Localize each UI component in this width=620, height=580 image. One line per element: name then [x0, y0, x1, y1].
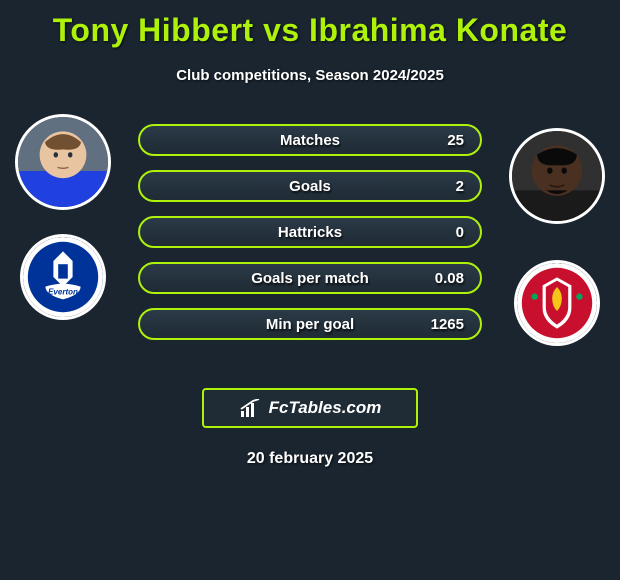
date-text: 20 february 2025 [0, 450, 620, 468]
stat-value-right: 0 [456, 224, 464, 241]
everton-badge-icon: Everton [23, 237, 103, 317]
left-column: Everton [8, 114, 118, 320]
stat-bar-hattricks: Hattricks 0 [138, 216, 482, 248]
chart-icon [239, 399, 263, 417]
player1-name: Tony Hibbert [53, 12, 254, 48]
right-column [502, 128, 612, 346]
branding-box: FcTables.com [202, 388, 418, 428]
stat-value-right: 0.08 [435, 270, 464, 287]
stat-label: Goals per match [251, 270, 369, 287]
stat-bar-goals-per-match: Goals per match 0.08 [138, 262, 482, 294]
stat-bars: Matches 25 Goals 2 Hattricks 0 Goals per… [138, 124, 482, 340]
branding-text: FcTables.com [269, 398, 382, 418]
stat-bar-matches: Matches 25 [138, 124, 482, 156]
player1-avatar [15, 114, 111, 210]
stat-bar-goals: Goals 2 [138, 170, 482, 202]
stat-label: Hattricks [278, 224, 342, 241]
vs-text: vs [263, 12, 300, 48]
stat-bar-min-per-goal: Min per goal 1265 [138, 308, 482, 340]
stat-value-right: 25 [447, 132, 464, 149]
player2-name: Ibrahima Konate [309, 12, 567, 48]
liverpool-badge-icon [517, 263, 597, 343]
player1-face-icon [18, 117, 108, 207]
player1-club-badge: Everton [20, 234, 106, 320]
comparison-content: Everton [0, 114, 620, 374]
stat-label: Matches [280, 132, 340, 149]
stat-label: Min per goal [266, 316, 354, 333]
stat-value-right: 2 [456, 178, 464, 195]
subtitle: Club competitions, Season 2024/2025 [0, 67, 620, 84]
svg-text:Everton: Everton [48, 288, 78, 297]
page-title: Tony Hibbert vs Ibrahima Konate [0, 0, 620, 49]
stat-value-right: 1265 [431, 316, 464, 333]
player2-club-badge [514, 260, 600, 346]
player2-face-icon [512, 131, 602, 221]
stat-label: Goals [289, 178, 331, 195]
player2-avatar [509, 128, 605, 224]
